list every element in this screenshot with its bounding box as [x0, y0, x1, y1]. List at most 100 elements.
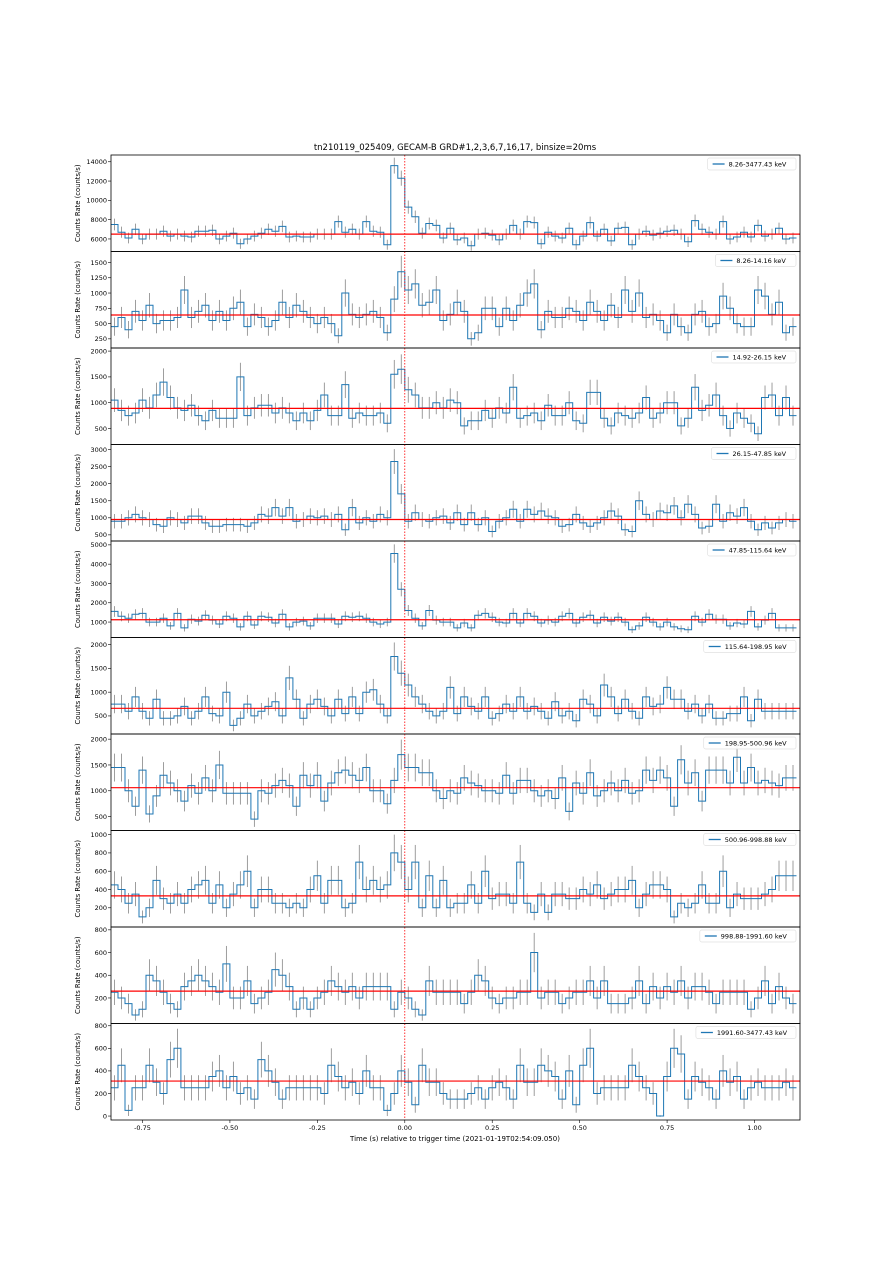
plot-area: [111, 348, 800, 445]
plot-area: [111, 927, 800, 1024]
lightcurve-step-line: [111, 368, 797, 435]
legend: 115.64-198.95 keV: [703, 640, 797, 653]
y-tick-label: 200: [95, 904, 107, 912]
axes-frame: [110, 926, 801, 1024]
y-tick-label: 500: [95, 425, 107, 433]
plot-area: [111, 830, 800, 927]
plot-area: [111, 155, 800, 252]
legend-label: 8.26-3477.43 keV: [729, 160, 787, 168]
y-axis-label: Counts Rate (counts/s): [74, 647, 82, 725]
legend-label: 500.96-998.88 keV: [725, 836, 787, 844]
legend-label: 26.15-47.85 keV: [733, 450, 787, 458]
y-tick-label: 2500: [90, 463, 107, 471]
y-tick-label: 1000: [90, 787, 107, 795]
y-tick-label: 600: [95, 868, 107, 876]
panel-4: 500 1000 1500 2000 2500 3000 Counts Rate (coun…: [74, 444, 801, 542]
x-tick-label: 0.25: [485, 1124, 499, 1132]
y-axis-label: Counts Rate (counts/s): [74, 454, 82, 532]
x-axis: -0.75 -0.50 -0.25 0.00 0.25 0.50 0.75 1.00: [134, 1120, 762, 1132]
y-tick-label: 1500: [90, 665, 107, 673]
legend-box: [711, 447, 797, 460]
y-tick-label: 600: [95, 949, 107, 957]
axes-frame: [110, 154, 801, 252]
y-tick-label: 400: [95, 1067, 107, 1075]
plot-area: [111, 444, 800, 541]
legend: 8.26-14.16 keV: [715, 254, 797, 267]
lightcurve-step-line: [111, 754, 797, 820]
x-tick-label: 1.00: [747, 1124, 761, 1132]
legend: 47.85-115.64 keV: [707, 543, 797, 557]
lightcurve-step-line: [111, 656, 797, 726]
legend-label: 14.92-26.15 keV: [733, 353, 787, 361]
y-axis-label: Counts Rate (counts/s): [74, 357, 82, 435]
y-tick-label: 2000: [90, 599, 107, 607]
legend-label: 1991.60-3477.43 keV: [717, 1029, 788, 1037]
y-tick-label: 5000: [90, 541, 107, 549]
legend: 26.15-47.85 keV: [711, 447, 797, 460]
y-tick-label: 250: [95, 335, 107, 343]
legend: 998.88-1991.60 keV: [699, 929, 797, 943]
x-tick-label: 0.75: [660, 1124, 674, 1132]
y-tick-label: 3000: [90, 580, 107, 588]
y-tick-label: 1000: [90, 289, 107, 297]
y-tick-label: 2000: [90, 735, 107, 743]
lightcurve-step-line: [111, 1047, 797, 1117]
y-tick-label: 800: [95, 1022, 107, 1030]
y-tick-label: 1000: [90, 399, 107, 407]
y-axis-label: Counts Rate (counts/s): [74, 936, 82, 1014]
x-tick-label: -0.50: [221, 1124, 238, 1132]
lightcurve-step-line: [111, 553, 797, 631]
lightcurve-step-line: [111, 952, 797, 1016]
y-tick-label: 6000: [90, 235, 107, 243]
axes-frame: [110, 733, 801, 831]
lightcurve-step-line: [111, 461, 797, 532]
legend: 14.92-26.15 keV: [711, 350, 797, 364]
y-tick-label: 2000: [90, 347, 107, 355]
y-tick-label: 1250: [90, 274, 107, 282]
lightcurve-step-line: [111, 852, 797, 918]
legend-label: 198.95-500.96 keV: [725, 739, 787, 747]
legend-label: 115.64-198.95 keV: [725, 643, 787, 651]
axes-frame: [110, 251, 801, 349]
y-tick-label: 10000: [86, 197, 107, 205]
y-tick-label: 1000: [90, 618, 107, 626]
lightcurve-step-line: [111, 271, 797, 340]
chart-title: tn210119_025409, GECAM-B GRD#1,2,3,6,7,1…: [314, 143, 597, 153]
y-tick-label: 0: [103, 1112, 107, 1120]
y-axis-label: Counts Rate (counts/s): [74, 1033, 82, 1111]
y-tick-label: 800: [95, 849, 107, 857]
panel-5: 1000 2000 3000 4000 5000 Counts Rate (counts/…: [74, 540, 801, 638]
y-tick-label: 750: [95, 305, 107, 313]
y-tick-label: 2000: [90, 641, 107, 649]
panel-6: 500 1000 1500 2000 Counts Rate (counts/s) 115…: [74, 637, 801, 735]
legend: 198.95-500.96 keV: [703, 736, 797, 750]
y-tick-label: 400: [95, 886, 107, 894]
panel-3: 500 1000 1500 2000 Counts Rate (counts/s) 14.…: [74, 347, 801, 445]
legend-box: [703, 736, 797, 750]
y-tick-label: 200: [95, 1090, 107, 1098]
y-tick-label: 3000: [90, 446, 107, 454]
y-tick-label: 2000: [90, 480, 107, 488]
y-tick-label: 4000: [90, 560, 107, 568]
axes-frame: [110, 540, 801, 638]
axes-frame: [110, 1023, 801, 1121]
y-tick-label: 500: [95, 813, 107, 821]
legend-box: [707, 543, 797, 557]
plot-area: [111, 251, 800, 348]
legend-box: [699, 929, 797, 943]
y-tick-label: 12000: [86, 177, 107, 185]
panel-10: 0 200 400 600 800 Counts Rate (counts/s) 1991.…: [74, 1022, 801, 1121]
y-tick-label: 1500: [90, 373, 107, 381]
y-axis-label: Counts Rate (counts/s): [74, 261, 82, 339]
axes-frame: [110, 830, 801, 928]
y-tick-label: 200: [95, 994, 107, 1002]
legend: 8.26-3477.43 keV: [707, 157, 797, 171]
y-tick-label: 800: [95, 926, 107, 934]
x-tick-label: -0.25: [309, 1124, 326, 1132]
axes-frame: [110, 637, 801, 735]
panel-9: 200 400 600 800 Counts Rate (counts/s) 998.88…: [74, 926, 801, 1024]
plot-area: [111, 541, 800, 638]
y-tick-label: 1500: [90, 497, 107, 505]
x-axis-label: Time (s) relative to trigger time (2021-…: [349, 1135, 560, 1143]
y-axis-label: Counts Rate (counts/s): [74, 743, 82, 821]
